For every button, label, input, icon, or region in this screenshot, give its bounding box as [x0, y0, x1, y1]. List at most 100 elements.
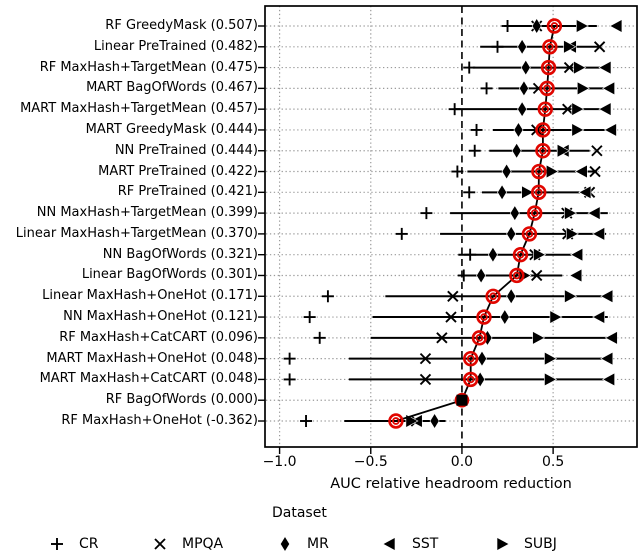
mean-circle-marker	[475, 334, 484, 342]
mpqa-x-marker	[589, 165, 601, 178]
mean-circle-marker	[542, 39, 558, 55]
y-tick-label: NN PreTrained (0.444)	[114, 142, 258, 158]
y-tick-label: NN BagOfWords (0.321)	[102, 246, 258, 262]
subj-triangle-right-marker	[576, 18, 590, 34]
subj-triangle-right-marker	[544, 372, 558, 387]
sst-triangle-left-marker	[569, 268, 583, 283]
sst-triangle-left-marker	[602, 81, 615, 96]
y-tick-label: MART MaxHash+TargetMean (0.457)	[20, 101, 258, 117]
mean-circle-marker	[485, 288, 501, 304]
sst-triangle-left-marker	[591, 310, 605, 325]
subj-triangle-right-marker	[563, 39, 577, 54]
y-tick-label: NN MaxHash+TargetMean (0.399)	[36, 205, 258, 221]
mr-diamond-marker	[429, 412, 440, 430]
mpqa-x-marker	[591, 145, 603, 157]
mpqa-x-marker	[593, 41, 606, 53]
y-tick-label: MART MaxHash+CatCART (0.048)	[39, 371, 258, 387]
subj-triangle-right-marker	[564, 206, 578, 221]
sst-triangle-left-marker	[591, 226, 605, 241]
subj-triangle-right-marker	[549, 310, 563, 325]
sst-triangle-left-marker	[598, 102, 612, 117]
legend-item-label: MR	[307, 536, 329, 552]
subj-triangle-right-marker	[496, 536, 510, 552]
sst-triangle-left-marker	[574, 164, 588, 179]
legend-item-subj: SUBJ	[489, 534, 557, 554]
sst-triangle-left-marker	[598, 60, 612, 75]
mean-circle-marker	[540, 59, 557, 76]
subj-triangle-right-marker	[571, 122, 585, 137]
sst-triangle-left-marker	[602, 372, 615, 387]
legend-item-label: MPQA	[182, 536, 224, 552]
triangle-left-icon	[382, 536, 396, 552]
mr-diamond-marker	[487, 246, 498, 263]
mr-diamond-marker	[517, 38, 528, 55]
legend-item-cr: CR	[44, 534, 99, 554]
y-tick-label: Linear MaxHash+OneHot (0.171)	[42, 288, 258, 304]
mean-circle-marker	[534, 188, 543, 197]
y-tick-label: MART MaxHash+OneHot (0.048)	[46, 350, 258, 366]
mean-circle-marker	[531, 163, 547, 180]
mr-diamond-marker	[497, 184, 508, 201]
mr-diamond-marker	[476, 267, 487, 284]
mean-circle-marker	[462, 350, 479, 367]
mpqa-x-marker	[419, 352, 432, 365]
y-tick-label: NN MaxHash+OneHot (0.121)	[63, 309, 258, 325]
mean-circle-marker	[462, 371, 479, 388]
mean-circle-marker	[476, 309, 492, 325]
legend-item-sst: SST	[377, 534, 438, 554]
mean-circle-marker	[531, 184, 547, 201]
mean-circle-marker	[489, 292, 497, 301]
mr-diamond-marker	[501, 163, 512, 180]
mr-diamond-marker	[520, 59, 531, 76]
mpqa-x-marker	[419, 373, 432, 386]
mr-diamond-marker	[517, 101, 528, 118]
sst-triangle-left-marker	[609, 18, 623, 34]
sst-triangle-left-marker	[587, 206, 601, 221]
sst-triangle-left-marker	[382, 536, 396, 552]
sst-triangle-left-marker	[604, 330, 618, 345]
axes-border	[264, 5, 638, 448]
mean-circle-marker	[392, 417, 400, 425]
mean-circle-marker	[516, 250, 525, 259]
triangle-right-icon	[496, 536, 510, 552]
y-tick-label: Linear BagOfWords (0.301)	[81, 267, 258, 283]
mean-circle-marker	[466, 354, 475, 363]
mean-circle-marker	[541, 105, 550, 114]
subj-triangle-right-marker	[566, 226, 579, 241]
x-icon	[154, 538, 166, 550]
subj-triangle-right-marker	[545, 164, 559, 179]
y-tick-label: MART GreedyMask (0.444)	[85, 121, 258, 137]
legend-item-label: SST	[412, 536, 439, 552]
subj-triangle-right-marker	[556, 143, 570, 158]
sst-triangle-left-marker	[600, 351, 614, 366]
subj-triangle-right-marker	[564, 289, 578, 304]
subj-triangle-right-marker	[544, 351, 558, 366]
x-tick-label: −1.0	[262, 454, 297, 470]
sst-triangle-left-marker	[570, 247, 584, 262]
y-tick-label: MART BagOfWords (0.467)	[86, 80, 258, 96]
thin-diamond-icon	[280, 535, 290, 553]
plus-icon	[51, 538, 63, 550]
mean-circle-marker	[512, 246, 529, 263]
y-tick-label: MART PreTrained (0.422)	[98, 163, 258, 179]
mr-diamond-marker	[280, 535, 290, 553]
legend-item-mr: MR	[272, 534, 329, 554]
x-tick-label: 0.5	[541, 454, 565, 470]
y-tick-label: Linear PreTrained (0.482)	[93, 38, 258, 54]
mr-diamond-marker	[518, 80, 529, 97]
mean-circle-marker	[550, 22, 559, 30]
mean-circle-marker	[535, 167, 543, 176]
mpqa-x-marker	[154, 538, 166, 550]
mean-circle-marker	[512, 271, 521, 280]
x-tick-label: 0.0	[450, 454, 474, 470]
reference-square-marker	[456, 394, 468, 406]
y-tick-label: RF MaxHash+OneHot (-0.362)	[61, 413, 258, 428]
legend-title: Dataset	[272, 505, 327, 521]
sst-triangle-left-marker	[600, 289, 614, 304]
mean-circle-marker	[535, 122, 551, 138]
legend-item-label: CR	[79, 536, 99, 552]
mean-circle-marker	[544, 63, 553, 72]
mean-circle-marker	[530, 209, 539, 217]
